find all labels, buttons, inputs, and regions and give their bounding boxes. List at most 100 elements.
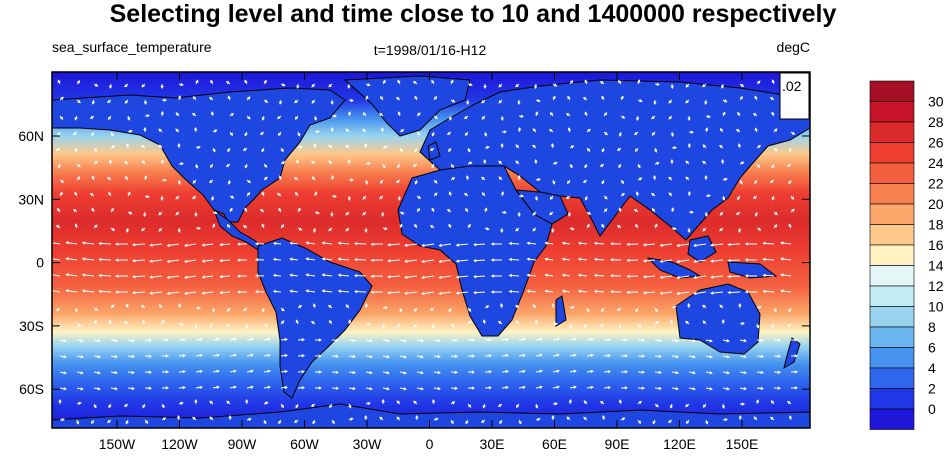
wind-vector-head xyxy=(500,117,504,122)
wind-vector-head xyxy=(321,289,325,293)
wind-vector-head xyxy=(508,273,513,278)
wind-vector-head xyxy=(350,417,354,421)
wind-vector-head xyxy=(197,145,201,150)
wind-vector-head xyxy=(211,197,215,201)
wind-vector-head xyxy=(182,370,187,374)
wind-vector xyxy=(562,274,571,277)
wind-vector-head xyxy=(420,387,424,391)
wind-vector-head xyxy=(180,82,184,87)
wind-vector-head xyxy=(791,131,796,135)
wind-vector-head xyxy=(556,337,560,341)
wind-vector-head xyxy=(522,369,526,373)
wind-vector-head xyxy=(762,289,766,294)
wind-vector-head xyxy=(280,148,284,153)
colorbar-label: 0 xyxy=(928,401,936,417)
wind-vector-head xyxy=(143,126,147,131)
wind-vector-head xyxy=(420,371,424,375)
wind-vector-head xyxy=(607,353,612,358)
wind-vector-head xyxy=(149,243,153,247)
wind-vector xyxy=(52,242,61,245)
wind-vector-head xyxy=(199,385,203,390)
wind-vector-head xyxy=(313,117,318,121)
wind-vector-head xyxy=(335,338,340,342)
wind-vector xyxy=(132,275,146,278)
wind-vector-head xyxy=(276,192,281,197)
wind-vector-head xyxy=(404,275,408,279)
wind-vector-head xyxy=(264,176,268,180)
wind-vector-head xyxy=(284,337,288,342)
colorbar-swatch xyxy=(869,408,915,430)
wind-vector-head xyxy=(469,82,473,87)
wind-vector-head xyxy=(777,386,782,390)
wind-vector-head xyxy=(335,386,340,390)
wind-vector-head xyxy=(702,304,706,308)
wind-vector-head xyxy=(158,128,162,132)
wind-vector-head xyxy=(607,385,612,390)
wind-vector-head xyxy=(201,259,206,263)
wind-vector-head xyxy=(777,338,782,342)
wind-vector xyxy=(184,291,197,295)
wind-vector-head xyxy=(386,339,390,343)
wind-vector-head xyxy=(158,212,162,216)
wind-vector-head xyxy=(199,369,203,374)
wind-vector-head xyxy=(464,132,469,136)
wind-vector-head xyxy=(111,227,116,231)
wind-vector xyxy=(167,291,180,295)
wind-vector-head xyxy=(386,371,390,375)
wind-vector xyxy=(66,257,78,261)
wind-vector-head xyxy=(724,177,728,181)
wind-vector xyxy=(306,258,316,261)
wind-vector-head xyxy=(143,101,147,105)
wind-vector-head xyxy=(450,164,454,169)
wind-vector-head xyxy=(786,323,791,328)
wind-vector-head xyxy=(484,207,488,211)
wind-vector xyxy=(167,243,180,247)
wind-vector xyxy=(150,259,163,262)
land-south-america xyxy=(257,237,373,399)
wind-vector-head xyxy=(438,291,442,296)
wind-vector-head xyxy=(362,128,366,132)
wind-vector-head xyxy=(149,291,153,295)
wind-vector xyxy=(167,259,180,263)
wind-vector-head xyxy=(328,144,332,148)
wind-vector-head xyxy=(74,149,78,153)
wind-vector-head xyxy=(281,320,285,324)
colorbar-label: 20 xyxy=(928,196,944,212)
wind-vector-head xyxy=(673,146,678,150)
wind-vector-head xyxy=(448,309,452,313)
wind-vector-head xyxy=(642,275,647,279)
wind-vector-head xyxy=(556,385,560,389)
wind-vector-head xyxy=(602,415,606,419)
wind-vector-head xyxy=(499,420,503,425)
wind-vector-head xyxy=(106,176,111,181)
wind-vector-head xyxy=(230,112,235,117)
wind-vector xyxy=(763,258,775,261)
colorbar-label: 28 xyxy=(928,114,944,130)
wind-vector-head xyxy=(216,337,220,341)
wind-vector-head xyxy=(195,165,199,169)
wind-vector xyxy=(220,291,231,294)
wind-vector-head xyxy=(573,337,577,341)
wind-vector-head xyxy=(278,175,282,179)
wind-vector-head xyxy=(673,226,677,231)
wind-vector xyxy=(82,290,95,293)
wind-vector-head xyxy=(655,321,660,325)
wind-vector-head xyxy=(305,289,309,293)
wind-vector-head xyxy=(417,195,422,199)
wind-vector-head xyxy=(692,387,696,391)
wind-vector-head xyxy=(261,191,265,195)
wind-vector-head xyxy=(687,117,691,122)
wind-vector-head xyxy=(370,258,374,262)
wind-vector-head xyxy=(212,149,216,153)
wind-vector-head xyxy=(466,101,470,105)
wind-vector-head xyxy=(481,176,485,180)
wind-vector-head xyxy=(107,99,111,104)
wind-vector-head xyxy=(774,148,778,152)
wind-vector-head xyxy=(310,320,315,325)
wind-vector-head xyxy=(125,229,130,233)
wind-vector-head xyxy=(669,319,674,323)
wind-vector xyxy=(290,242,299,245)
wind-vector-head xyxy=(756,164,761,169)
wind-vector-head xyxy=(508,289,513,294)
wind-vector-head xyxy=(278,207,282,212)
